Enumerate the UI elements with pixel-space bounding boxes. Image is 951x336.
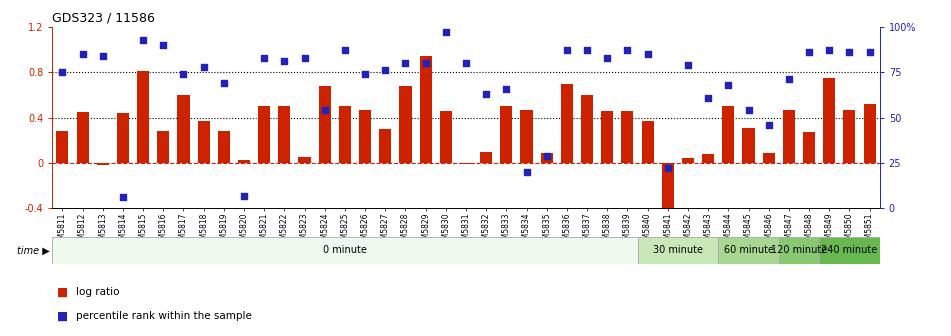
Bar <box>541 153 553 163</box>
Point <box>297 55 312 60</box>
Point <box>277 59 292 64</box>
Bar <box>520 110 533 163</box>
Bar <box>157 131 169 163</box>
Bar <box>137 71 149 163</box>
Point <box>741 108 756 113</box>
Bar <box>117 113 129 163</box>
Point <box>802 50 817 55</box>
Bar <box>279 106 290 163</box>
Bar <box>56 131 68 163</box>
Bar <box>76 112 88 163</box>
Text: 30 minute: 30 minute <box>653 245 703 255</box>
Point <box>539 153 554 158</box>
Point <box>176 71 191 77</box>
Bar <box>198 121 210 163</box>
Bar <box>238 160 250 163</box>
Bar <box>864 104 876 163</box>
Point <box>660 166 675 171</box>
Point <box>156 42 171 48</box>
Bar <box>480 152 493 163</box>
Point <box>680 62 695 68</box>
Bar <box>803 132 815 163</box>
Text: log ratio: log ratio <box>76 287 120 297</box>
Bar <box>319 86 331 163</box>
Point <box>75 51 90 57</box>
Bar <box>601 111 613 163</box>
Bar <box>299 157 311 163</box>
Point <box>761 122 776 128</box>
Bar <box>682 158 694 163</box>
Text: GDS323 / 11586: GDS323 / 11586 <box>52 11 155 24</box>
Bar <box>258 106 270 163</box>
Bar <box>783 110 795 163</box>
Text: ■: ■ <box>57 286 68 299</box>
Text: 60 minute: 60 minute <box>724 245 773 255</box>
Bar <box>581 95 593 163</box>
Bar <box>743 128 754 163</box>
Point <box>822 48 837 53</box>
Bar <box>419 56 432 163</box>
Point <box>257 55 272 60</box>
Bar <box>722 106 734 163</box>
Bar <box>702 154 714 163</box>
Point <box>216 80 231 86</box>
Bar <box>819 237 880 264</box>
Point <box>478 91 494 97</box>
Point <box>458 60 474 66</box>
Point <box>317 108 332 113</box>
Bar <box>637 237 718 264</box>
Bar <box>218 131 230 163</box>
Point <box>620 48 635 53</box>
Bar <box>460 163 472 164</box>
Point <box>519 169 534 175</box>
Point <box>115 195 130 200</box>
Bar <box>359 110 371 163</box>
Bar <box>339 106 351 163</box>
Point <box>338 48 353 53</box>
Point <box>498 86 514 91</box>
Point <box>378 68 393 73</box>
Point <box>438 30 454 35</box>
Point <box>600 55 615 60</box>
Bar <box>52 237 637 264</box>
Point <box>721 82 736 88</box>
Text: 0 minute: 0 minute <box>323 245 367 255</box>
Point <box>418 60 434 66</box>
Point <box>55 70 70 75</box>
Text: 240 minute: 240 minute <box>822 245 878 255</box>
Bar <box>779 237 819 264</box>
Bar <box>561 84 573 163</box>
Point <box>862 50 877 55</box>
Bar <box>824 78 835 163</box>
Bar <box>844 110 856 163</box>
Bar <box>642 121 653 163</box>
Point <box>842 50 857 55</box>
Point <box>579 48 594 53</box>
Point <box>135 37 150 42</box>
Bar <box>399 86 412 163</box>
Point <box>782 77 797 82</box>
Bar <box>97 163 108 165</box>
Point <box>358 71 373 77</box>
Point <box>701 95 716 100</box>
Point <box>196 64 211 70</box>
Bar <box>621 111 633 163</box>
Bar <box>379 129 391 163</box>
Point <box>559 48 574 53</box>
Text: ■: ■ <box>57 309 68 322</box>
Bar <box>500 106 513 163</box>
Bar <box>662 163 674 214</box>
Text: time ▶: time ▶ <box>17 245 49 255</box>
Text: percentile rank within the sample: percentile rank within the sample <box>76 311 252 321</box>
Point <box>95 53 110 58</box>
Point <box>398 60 413 66</box>
Bar <box>178 95 189 163</box>
Bar <box>718 237 779 264</box>
Point <box>640 51 655 57</box>
Point <box>237 193 252 198</box>
Bar <box>763 153 775 163</box>
Text: 120 minute: 120 minute <box>771 245 827 255</box>
Bar <box>439 111 452 163</box>
